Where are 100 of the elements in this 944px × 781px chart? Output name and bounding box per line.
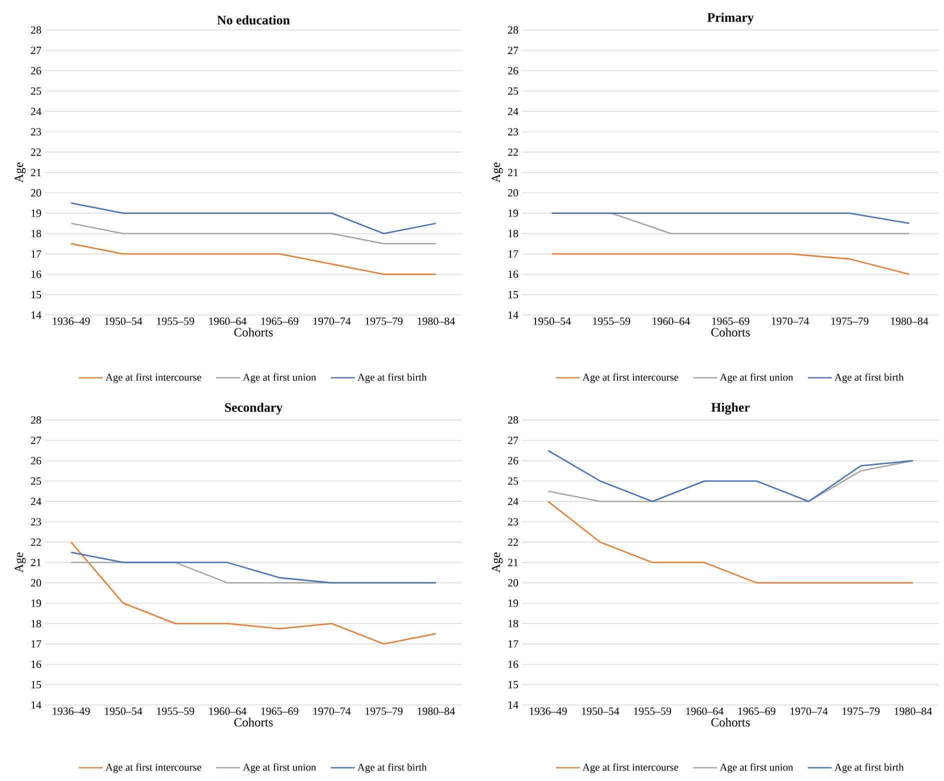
y-tick-label: 16	[32, 270, 42, 278]
y-tick-label: 27	[31, 436, 42, 444]
y-tick-label: 24	[31, 108, 42, 116]
y-tick-label: 19	[32, 210, 42, 217]
x-tick-label: 1960–64	[686, 708, 724, 715]
x-tick-label: 1975–79	[842, 708, 880, 715]
x-tick-label: 1950–54	[534, 318, 571, 325]
y-tick-label: 22	[31, 538, 41, 546]
legend-label: Age at first birth	[357, 763, 427, 773]
x-tick-label: 1980–84	[418, 708, 455, 715]
chart-title: No education	[217, 15, 290, 24]
x-axis-title: Cohorts	[234, 328, 273, 337]
x-tick-label: 1970–74	[772, 318, 810, 325]
y-axis-title: Age	[492, 162, 503, 183]
x-tick-label: 1960–64	[209, 708, 246, 715]
legend-label: Age at first union	[242, 763, 316, 773]
x-tick-label: 1960–64	[652, 318, 690, 325]
y-tick-label: 21	[31, 168, 41, 176]
y-tick-label: 20	[508, 189, 518, 197]
y-tick-label: 27	[508, 46, 518, 54]
y-tick-label: 28	[31, 416, 42, 424]
y-tick-label: 24	[31, 498, 42, 506]
y-tick-label: 14	[32, 311, 42, 319]
y-tick-label: 24	[508, 108, 518, 116]
y-tick-label: 17	[32, 250, 42, 258]
x-tick-label: 1965–69	[261, 318, 298, 325]
y-tick-label: 25	[31, 477, 42, 485]
y-tick-label: 17	[32, 640, 42, 648]
y-tick-label: 20	[31, 189, 42, 197]
y-tick-label: 28	[508, 26, 518, 34]
y-tick-label: 18	[508, 620, 518, 628]
y-tick-label: 21	[508, 558, 518, 566]
x-tick-label: 1965–69	[712, 318, 750, 325]
y-tick-label: 18	[508, 230, 518, 238]
y-tick-label: 17	[508, 640, 518, 648]
legend-label: Age at first intercourse	[105, 763, 202, 773]
x-axis-title: Cohorts	[234, 718, 273, 727]
x-tick-label: 1950–54	[104, 318, 142, 325]
legend-label: Age at first intercourse	[105, 373, 202, 383]
chart-title: Primary	[707, 12, 754, 24]
y-tick-label: 27	[31, 46, 42, 54]
x-tick-label: 1970–74	[790, 708, 828, 715]
y-tick-label: 26	[508, 457, 518, 464]
y-tick-label: 22	[31, 148, 41, 156]
legend-label: Age at first birth	[357, 373, 427, 383]
y-tick-label: 26	[31, 67, 42, 74]
y-tick-label: 24	[508, 498, 518, 506]
y-tick-label: 21	[508, 168, 518, 176]
y-tick-label: 15	[32, 290, 42, 298]
y-tick-label: 28	[508, 416, 518, 424]
y-axis-title: Age	[492, 552, 503, 573]
x-axis-title: Cohorts	[711, 328, 750, 337]
x-tick-label: 1955–59	[157, 708, 194, 715]
y-tick-label: 14	[508, 311, 518, 319]
y-tick-label: 23	[508, 518, 518, 526]
x-tick-label: 1975–79	[366, 318, 403, 325]
legend-label: Age at first intercourse	[582, 763, 678, 773]
y-tick-label: 15	[508, 290, 518, 298]
y-tick-label: 26	[508, 67, 518, 74]
y-tick-label: 18	[32, 230, 42, 238]
y-tick-label: 20	[31, 579, 42, 587]
x-tick-label: 1936–49	[530, 708, 567, 715]
x-tick-label: 1950–54	[582, 708, 620, 715]
legend-label: Age at first intercourse	[582, 373, 678, 383]
x-tick-label: 1980–84	[418, 318, 455, 325]
y-tick-label: 14	[32, 701, 42, 709]
y-tick-label: 23	[31, 518, 42, 526]
y-tick-label: 15	[32, 680, 42, 688]
y-tick-label: 16	[508, 660, 518, 668]
x-tick-label: 1975–79	[831, 318, 868, 325]
y-tick-label: 19	[32, 600, 42, 607]
legend-label: Age at first union	[720, 373, 794, 383]
y-tick-label: 21	[31, 558, 41, 566]
line-series	[70, 541, 437, 645]
y-tick-label: 16	[508, 270, 518, 278]
x-tick-label: 1965–69	[738, 708, 776, 715]
x-tick-label: 1950–54	[104, 708, 142, 715]
legend-label: Age at first birth	[834, 763, 904, 773]
y-tick-label: 23	[31, 128, 42, 136]
x-axis-title: Cohorts	[711, 718, 750, 727]
y-tick-label: 15	[508, 680, 518, 688]
y-tick-label: 17	[508, 250, 518, 258]
y-tick-label: 19	[508, 210, 518, 217]
y-tick-label: 25	[508, 477, 518, 485]
y-tick-label: 26	[31, 457, 42, 464]
y-tick-label: 20	[508, 579, 518, 587]
legend-label: Age at first union	[242, 373, 316, 383]
chart-title: Higher	[711, 402, 750, 414]
line-series	[547, 450, 914, 502]
x-tick-label: 1936–49	[52, 708, 90, 715]
y-tick-label: 18	[32, 620, 42, 628]
x-tick-label: 1980–84	[894, 708, 932, 715]
x-tick-label: 1955–59	[634, 708, 672, 715]
chart-title: Secondary	[225, 402, 283, 414]
y-tick-label: 22	[508, 148, 518, 156]
x-tick-label: 1936–49	[52, 318, 90, 325]
y-tick-label: 19	[508, 600, 518, 607]
y-axis-title: Age	[14, 552, 26, 573]
x-tick-label: 1965–69	[261, 708, 298, 715]
x-tick-label: 1955–59	[157, 318, 194, 325]
